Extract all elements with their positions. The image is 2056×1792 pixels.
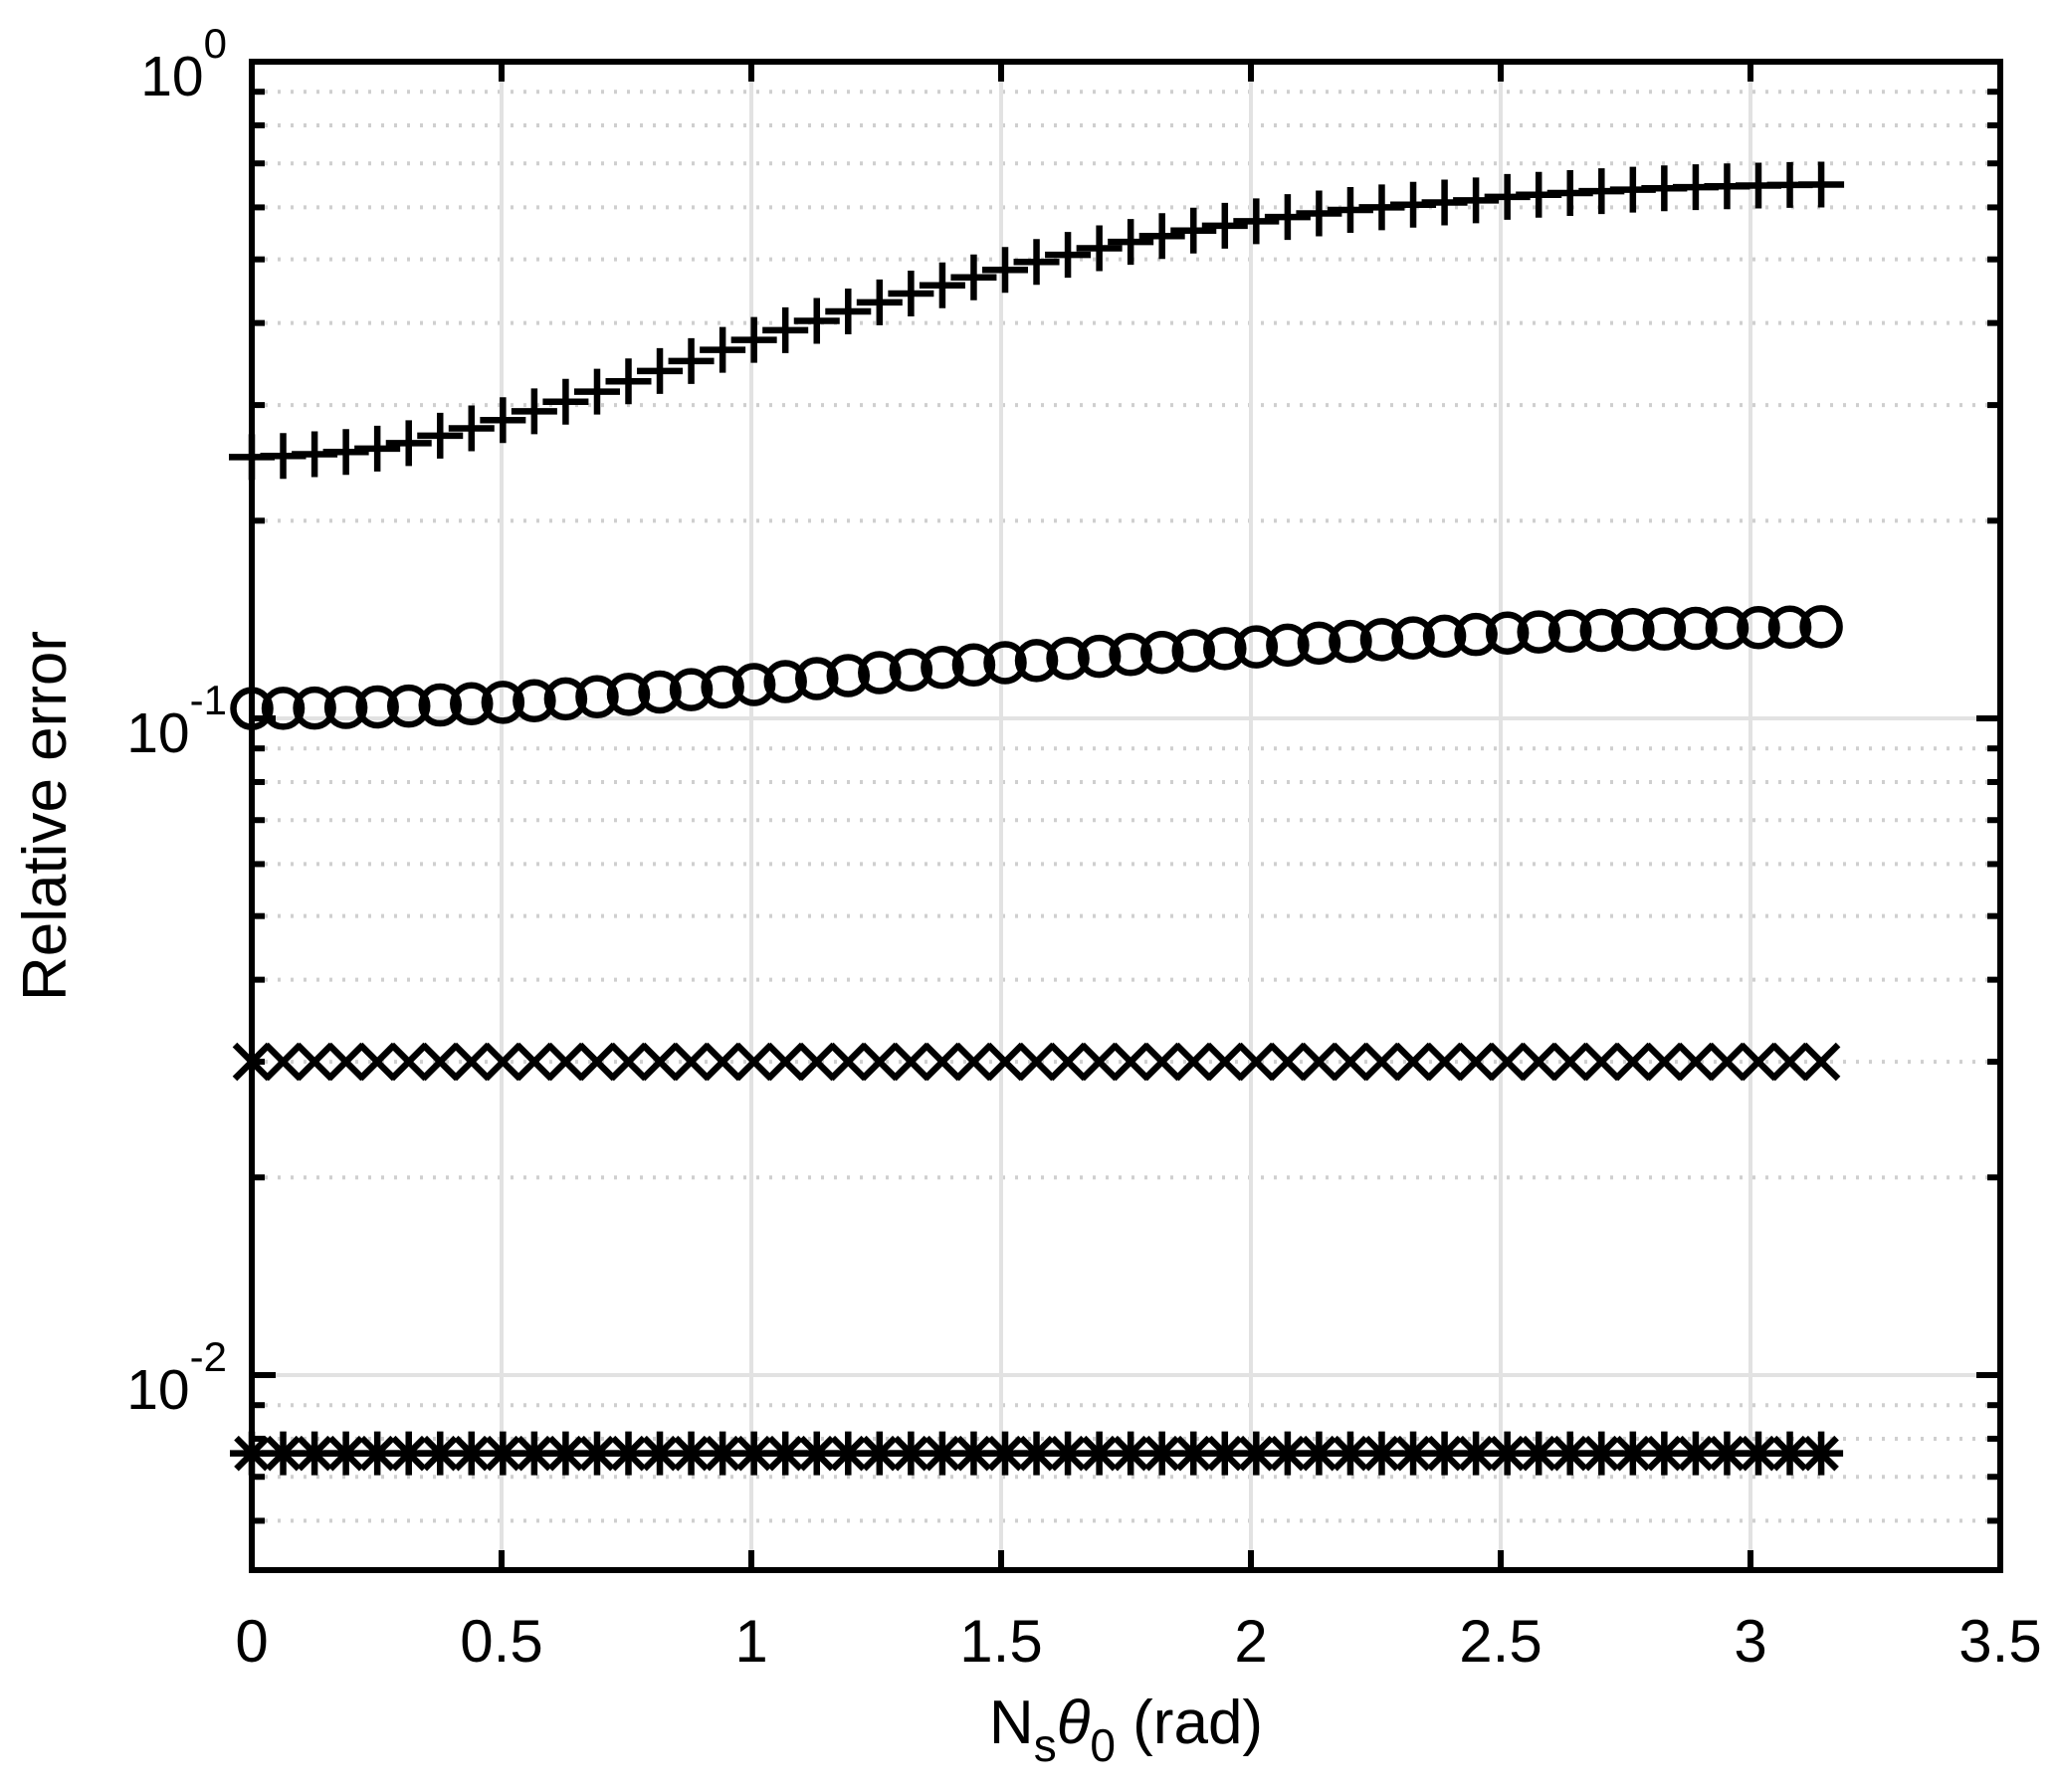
series-plus [229,161,1845,481]
plot-series [229,161,1845,1476]
x-tick-label: 3.5 [1958,1608,2041,1675]
x-tick-label: 2.5 [1459,1608,1542,1675]
series-x [232,1042,1841,1082]
y-tick-label: 100 [140,20,227,108]
series-circle [230,605,1843,730]
x-axis-label: Nsθ0 (rad) [989,1689,1263,1771]
x-tick-label: 1.5 [959,1608,1042,1675]
y-tick-labels: 100 10-1 10-2 [126,20,227,1422]
grid-major [252,62,2000,1570]
x-tick-label: 1 [734,1608,767,1675]
x-tick-label: 0.5 [460,1608,542,1675]
y-tick-label: 10-2 [126,1333,227,1422]
y-axis-label: Relative error [11,631,80,1001]
y-tick-label: 10-1 [126,677,227,765]
axis-ticks [249,59,2003,1570]
grid-minor [252,90,2000,1523]
x-tick-label: 3 [1734,1608,1766,1675]
series-asterisk [230,1431,1844,1476]
axis-box [249,59,2003,1573]
x-tick-label: 2 [1234,1608,1267,1675]
x-tick-label: 0 [235,1608,268,1675]
x-tick-labels: 0 0.5 1 1.5 2 2.5 3 3.5 [235,1608,2041,1675]
